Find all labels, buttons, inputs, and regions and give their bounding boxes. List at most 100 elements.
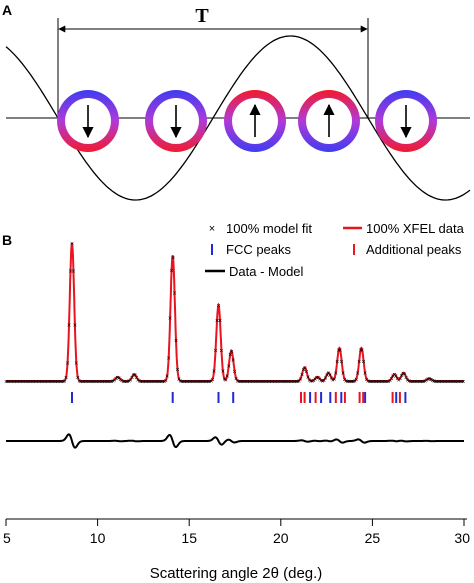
spin-wave-curve xyxy=(5,35,471,201)
model-fit-point: × xyxy=(344,379,348,386)
model-fit-point: × xyxy=(49,379,53,386)
model-fit-point: × xyxy=(178,379,182,386)
model-fit-point: × xyxy=(288,379,292,386)
model-fit-point: × xyxy=(54,379,58,386)
model-fit-point: × xyxy=(114,376,118,383)
model-fit-point: × xyxy=(347,379,351,386)
model-fit-point: × xyxy=(375,379,379,386)
model-fit-point: × xyxy=(29,379,33,386)
model-fit-point: × xyxy=(300,372,304,379)
model-fit-point: × xyxy=(218,318,222,325)
model-fit-point: × xyxy=(225,373,229,380)
model-fit-point: × xyxy=(151,379,155,386)
model-fit-point: × xyxy=(234,376,238,383)
model-fit-point: × xyxy=(316,375,320,382)
model-fit-point: × xyxy=(240,379,244,386)
model-fit-point: × xyxy=(205,379,209,386)
model-fit-point: × xyxy=(19,379,23,386)
model-fit-point: × xyxy=(406,378,410,385)
model-fit-point: × xyxy=(211,377,215,384)
model-fit-point: × xyxy=(153,379,157,386)
model-fit-point: × xyxy=(46,379,50,386)
model-fit-point: × xyxy=(332,377,336,384)
x-tick-label: 25 xyxy=(365,530,381,546)
model-fit-point: × xyxy=(444,379,448,386)
model-fit-point: × xyxy=(442,379,446,386)
model-fit-point: × xyxy=(92,379,96,386)
model-fit-point: × xyxy=(275,379,279,386)
model-fit-markers: ××××××××××××××××××××××××××××××××××××××××… xyxy=(4,241,465,386)
additional-peak-ticks xyxy=(300,392,401,403)
model-fit-point: × xyxy=(118,377,122,384)
model-fit-point: × xyxy=(231,358,235,365)
model-fit-point: × xyxy=(44,379,48,386)
model-fit-point: × xyxy=(243,379,247,386)
model-fit-point: × xyxy=(448,379,452,386)
model-fit-point: × xyxy=(74,360,78,367)
model-fit-point: × xyxy=(42,379,46,386)
model-fit-point: × xyxy=(461,379,465,386)
model-fit-point: × xyxy=(156,379,160,386)
x-axis: 5 10 15 20 25 30 xyxy=(3,518,470,546)
model-fit-point: × xyxy=(438,379,442,386)
model-fit-point: × xyxy=(73,322,77,329)
model-fit-point: × xyxy=(246,379,250,386)
model-fit-point: × xyxy=(282,379,286,386)
legend-xfel-data: 100% XFEL data xyxy=(366,221,465,236)
model-fit-point: × xyxy=(27,379,31,386)
model-fit-point: × xyxy=(7,379,11,386)
model-fit-point: × xyxy=(408,379,412,386)
model-fit-point: × xyxy=(215,318,219,325)
model-fit-point: × xyxy=(64,375,68,382)
model-fit-point: × xyxy=(426,377,430,384)
model-fit-point: × xyxy=(23,379,27,386)
model-fit-point: × xyxy=(175,367,179,374)
model-fit-point: × xyxy=(174,338,178,345)
model-fit-point: × xyxy=(89,379,93,386)
model-fit-point: × xyxy=(200,379,204,386)
model-fit-point: × xyxy=(70,241,74,248)
model-fit-point: × xyxy=(458,379,462,386)
model-fit-point: × xyxy=(149,379,153,386)
model-fit-point: × xyxy=(139,379,143,386)
model-fit-point: × xyxy=(369,379,373,386)
model-fit-point: × xyxy=(130,375,134,382)
x-tick-label: 10 xyxy=(90,530,106,546)
model-fit-point: × xyxy=(400,373,404,380)
model-fit-point: × xyxy=(386,379,390,386)
model-fit-point: × xyxy=(134,375,138,382)
model-fit-point: × xyxy=(259,379,263,386)
x-tick-label: 15 xyxy=(181,530,197,546)
model-fit-point: × xyxy=(148,379,152,386)
model-fit-point: × xyxy=(127,379,131,386)
model-fit-point: × xyxy=(4,379,8,386)
model-fit-point: × xyxy=(67,322,71,329)
model-fit-point: × xyxy=(447,379,451,386)
model-fit-point: × xyxy=(260,379,264,386)
model-fit-point: × xyxy=(350,379,354,386)
model-fit-point: × xyxy=(329,376,333,383)
model-fit-point: × xyxy=(87,379,91,386)
model-fit-point: × xyxy=(425,378,429,385)
model-fit-point: × xyxy=(30,379,34,386)
model-fit-point: × xyxy=(152,379,156,386)
model-fit-point: × xyxy=(410,379,414,386)
model-fit-point: × xyxy=(278,379,282,386)
model-fit-point: × xyxy=(124,379,128,386)
model-fit-point: × xyxy=(172,290,176,297)
model-fit-point: × xyxy=(413,379,417,386)
model-fit-point: × xyxy=(183,379,187,386)
panel-b: B × 100% model fit 100% XFEL data FCC pe… xyxy=(2,221,470,582)
model-fit-point: × xyxy=(145,379,149,386)
model-fit-point: × xyxy=(212,369,216,376)
model-fit-point: × xyxy=(287,379,291,386)
model-fit-point: × xyxy=(439,379,443,386)
model-fit-point: × xyxy=(96,379,100,386)
model-fit-point: × xyxy=(429,377,433,384)
model-fit-point: × xyxy=(8,379,12,386)
spin-rings xyxy=(57,90,437,152)
model-fit-point: × xyxy=(60,379,64,386)
model-fit-point: × xyxy=(197,379,201,386)
legend-model-marker: × xyxy=(209,223,215,235)
model-fit-point: × xyxy=(112,378,116,385)
